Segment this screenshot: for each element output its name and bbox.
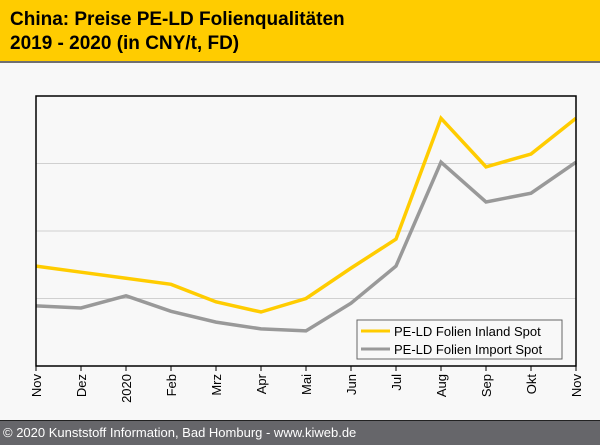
legend-box [356,319,563,360]
chart-header: China: Preise PE-LD Folienqualitäten 201… [0,0,600,63]
series-lines [35,114,578,333]
x-tick-label: Aug [434,374,449,397]
x-tick-label: Sep [479,374,494,397]
x-tick-label: Feb [164,374,179,396]
x-tick-label: Mai [299,374,314,395]
series-line-inland [35,114,578,314]
x-tick-label: Apr [254,373,269,394]
x-tick-label: 2020 [119,374,134,403]
legend: PE-LD Folien Inland Spot PE-LD Folien Im… [356,319,563,360]
x-tick-label: Dez [74,374,89,397]
legend-label-inland: PE-LD Folien Inland Spot [394,324,541,339]
x-tick-label: Okt [524,374,539,395]
x-tick-label: Jun [344,374,359,395]
x-tick-label: Jul [389,374,404,391]
legend-label-import: PE-LD Folien Import Spot [394,342,543,357]
footer: © 2020 Kunststoff Information, Bad Hombu… [0,420,600,445]
x-tick-label: Mrz [209,374,224,396]
x-axis: Nov Dez 2020 Feb Mrz Apr Mai Jun Jul Aug Sep Okt Nov [29,366,584,403]
copyright-text: © 2020 Kunststoff Information, Bad Hombu… [3,425,357,440]
series-line-import [35,159,577,333]
chart-title-line1: China: Preise PE-LD Folienqualitäten [10,9,345,30]
x-tick-label: Nov [569,374,584,398]
x-tick-label: Nov [29,374,44,398]
chart-title-line2: 2019 - 2020 (in CNY/t, FD) [10,33,240,54]
